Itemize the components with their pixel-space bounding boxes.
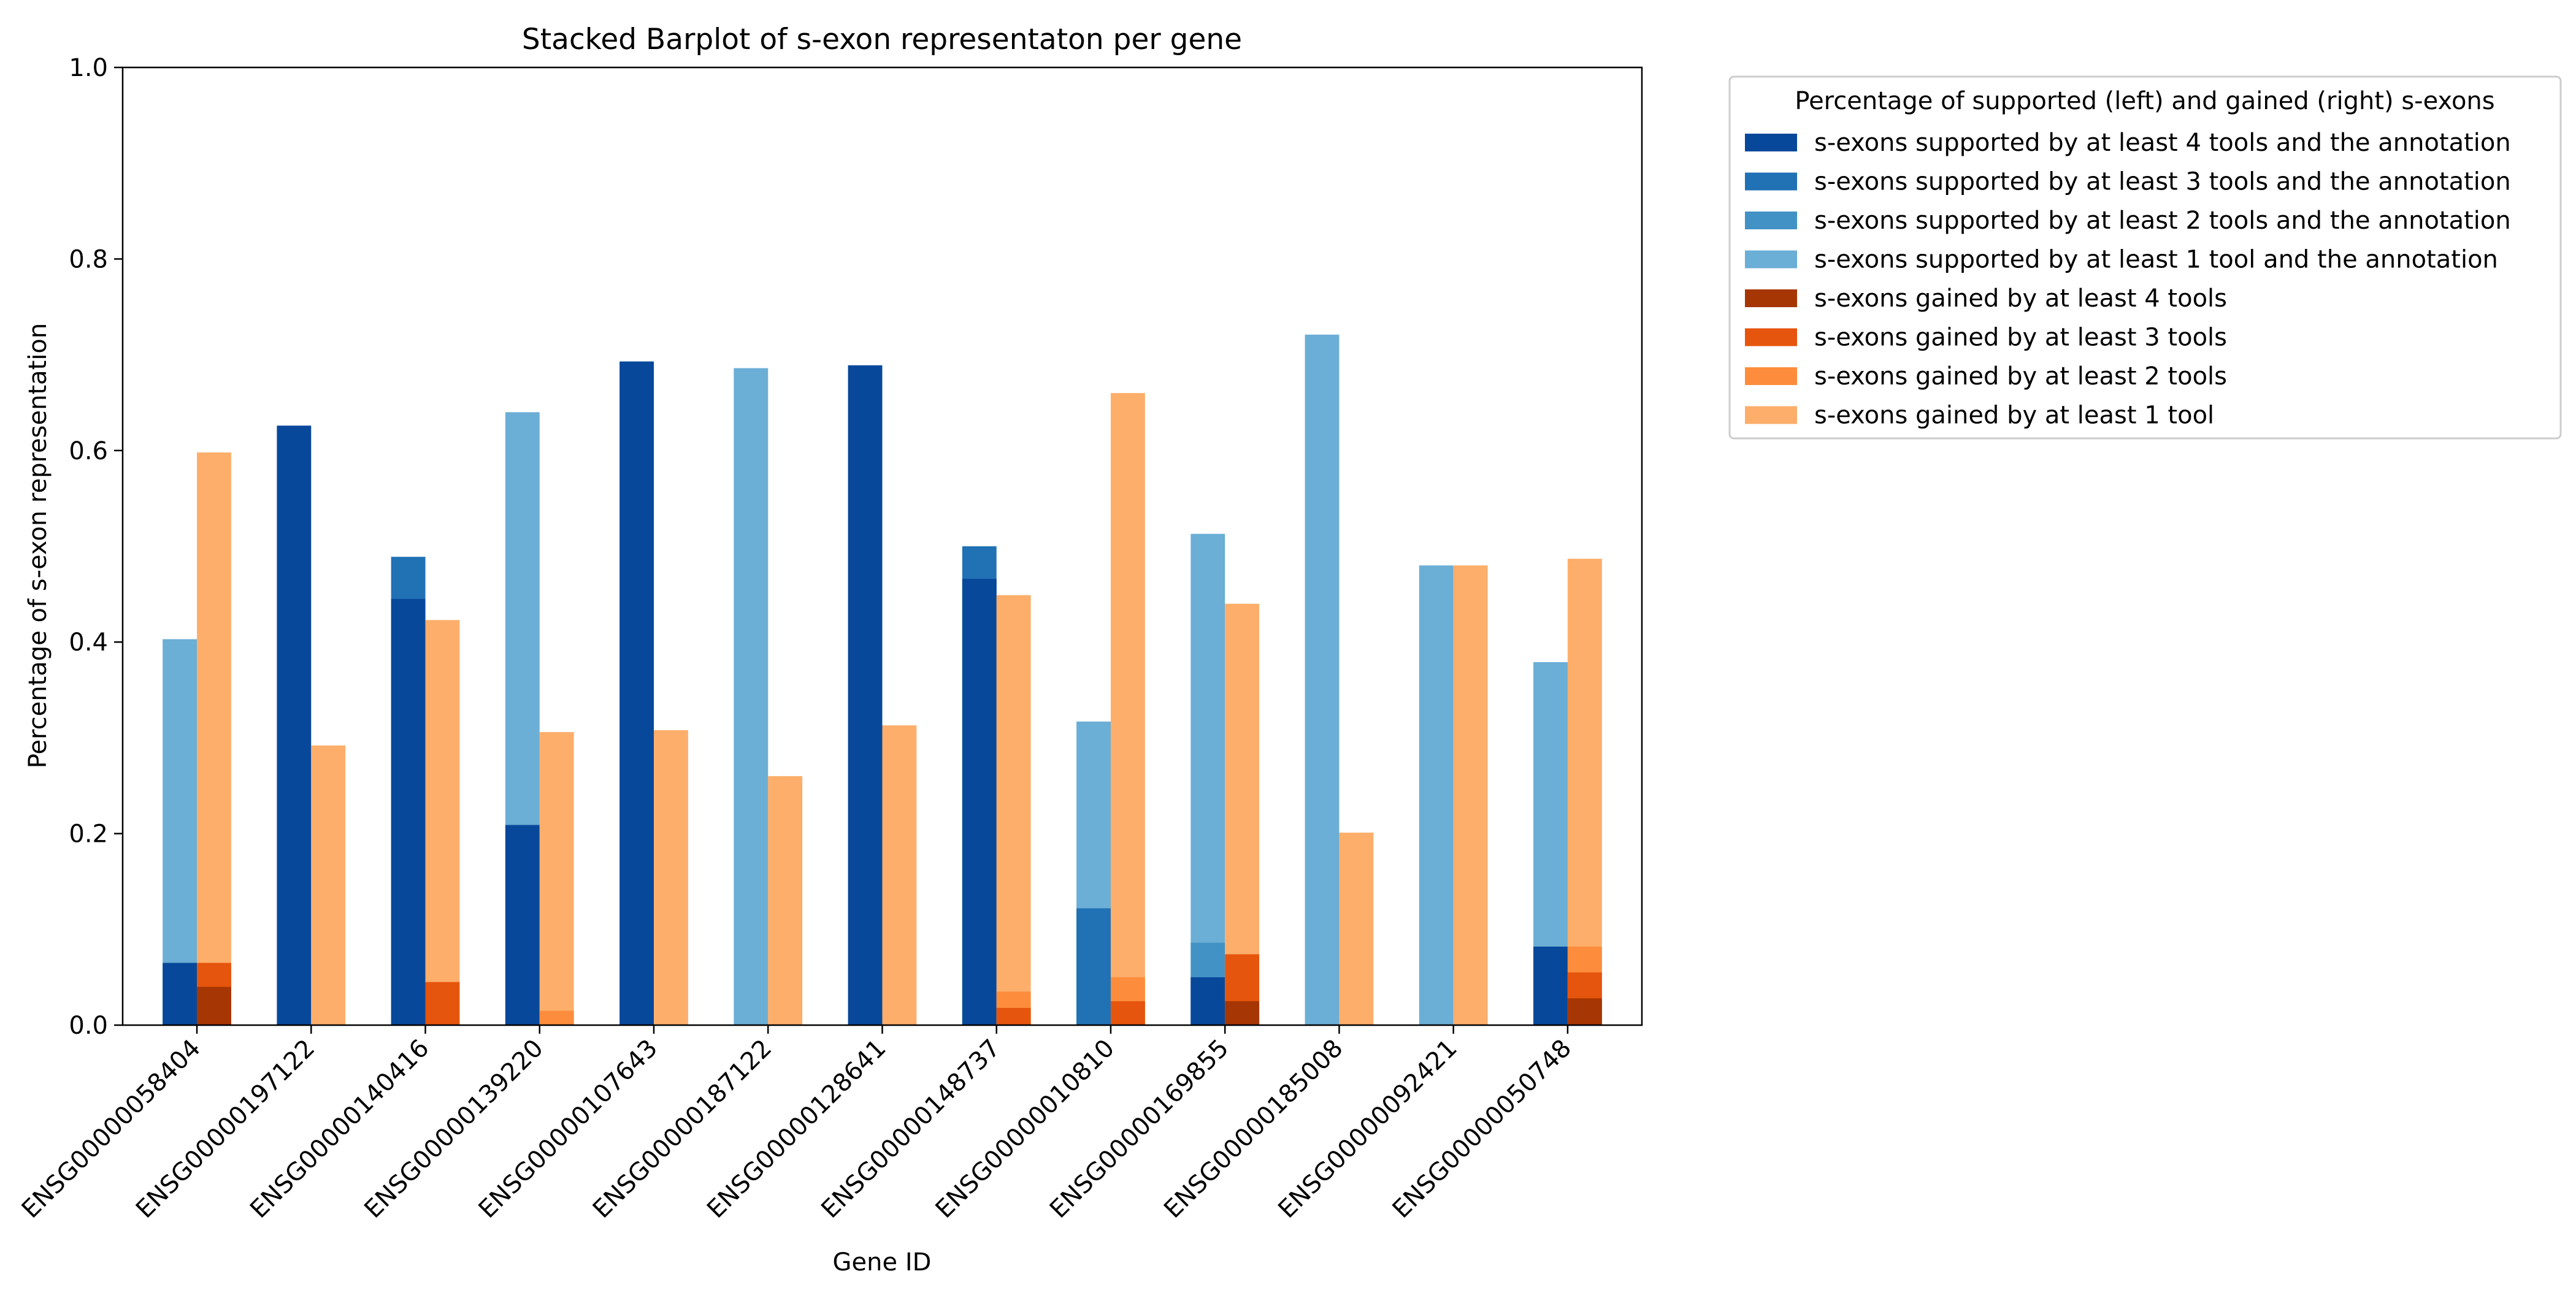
supported-bar <box>1305 334 1340 1025</box>
axes-layer: 0.00.20.40.60.81.0ENSG00000058404ENSG000… <box>17 54 1643 1224</box>
gained-bar <box>539 1010 574 1025</box>
gained-bar <box>768 776 803 1025</box>
legend-label: s-exons supported by at least 1 tool and… <box>1814 246 2498 274</box>
supported-bar <box>1190 977 1225 1025</box>
gained-bar <box>996 595 1031 1025</box>
legend-swatch <box>1745 134 1797 151</box>
y-tick-label: 0.8 <box>69 245 108 273</box>
supported-bar <box>505 825 540 1025</box>
gained-bar <box>882 725 917 1025</box>
supported-bar <box>163 963 197 1025</box>
gained-bar <box>1339 833 1374 1025</box>
legend-label: s-exons supported by at least 2 tools an… <box>1814 207 2511 235</box>
legend-swatch <box>1745 289 1797 307</box>
gained-bar <box>425 620 460 1025</box>
legend-swatch <box>1745 212 1797 229</box>
y-tick-label: 0.0 <box>69 1012 108 1040</box>
y-tick-label: 0.4 <box>69 628 108 657</box>
x-axis-label: Gene ID <box>833 1248 932 1277</box>
legend: Percentage of supported (left) and gaine… <box>1728 75 2562 440</box>
supported-bar <box>962 579 997 1025</box>
legend-swatch <box>1745 172 1797 191</box>
legend-label: s-exons gained by at least 4 tools <box>1814 284 2227 313</box>
y-axis-label: Percentage of s-exon representation <box>24 323 52 769</box>
supported-bar <box>1419 565 1454 1025</box>
supported-bar <box>848 365 883 1025</box>
gained-bar <box>539 732 574 1025</box>
gained-bar <box>1110 393 1145 1025</box>
gained-bar <box>311 745 346 1025</box>
supported-bar <box>163 639 197 1025</box>
gained-bar <box>996 1007 1031 1025</box>
y-tick-label: 0.6 <box>69 437 108 465</box>
supported-bar <box>1533 946 1568 1025</box>
legend-items: s-exons supported by at least 4 tools an… <box>1745 129 2511 430</box>
legend-swatch <box>1745 406 1797 424</box>
legend-label: s-exons gained by at least 1 tool <box>1814 402 2214 430</box>
supported-bar <box>391 598 426 1025</box>
supported-bar <box>277 426 312 1025</box>
gained-bar <box>1567 998 1602 1025</box>
gained-bar <box>654 730 688 1025</box>
legend-swatch <box>1745 250 1797 269</box>
legend-label: s-exons gained by at least 3 tools <box>1814 324 2227 352</box>
legend-label: s-exons supported by at least 4 tools an… <box>1814 129 2511 157</box>
supported-bar <box>734 368 769 1025</box>
legend-frame <box>1728 75 2562 440</box>
y-tick-label: 1.0 <box>69 54 108 82</box>
y-tick-label: 0.2 <box>69 820 108 849</box>
legend-title: Percentage of supported (left) and gaine… <box>1795 87 2494 115</box>
supported-bar <box>1076 908 1111 1025</box>
chart-title: Stacked Barplot of s-exon representaton … <box>522 23 1242 56</box>
gained-bar <box>197 987 231 1025</box>
legend-swatch <box>1745 367 1797 385</box>
gained-bar <box>425 982 460 1025</box>
gained-bar <box>197 452 231 1025</box>
legend-swatch <box>1745 328 1797 346</box>
gained-bar <box>1110 1001 1145 1025</box>
legend-label: s-exons supported by at least 3 tools an… <box>1814 168 2511 196</box>
supported-bar <box>619 361 654 1026</box>
gained-bar <box>1453 565 1488 1025</box>
bars-layer <box>163 334 1602 1026</box>
gained-bar <box>1225 1001 1260 1025</box>
legend-label: s-exons gained by at least 2 tools <box>1814 362 2227 391</box>
